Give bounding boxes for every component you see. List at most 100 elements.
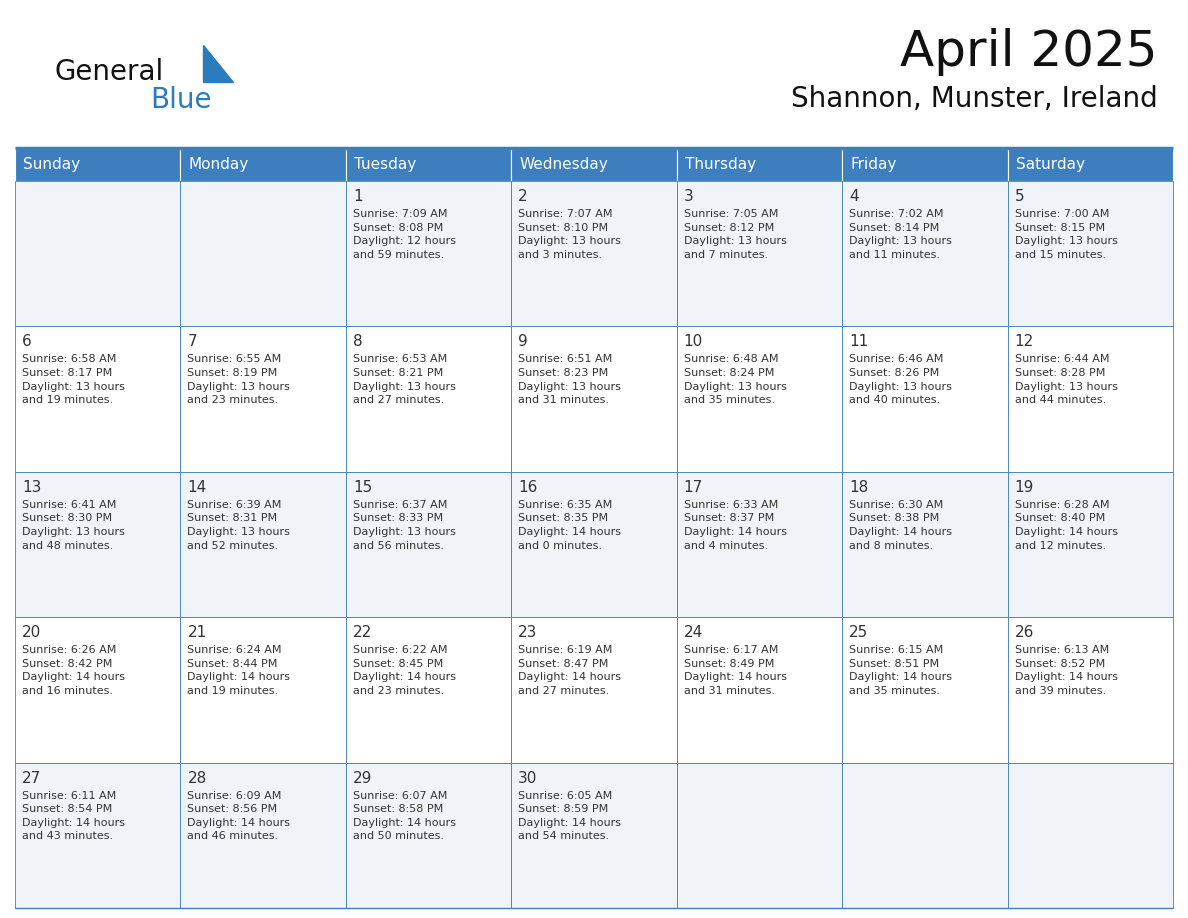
Text: Sunrise: 7:02 AM
Sunset: 8:14 PM
Daylight: 13 hours
and 11 minutes.: Sunrise: 7:02 AM Sunset: 8:14 PM Dayligh… <box>849 209 952 260</box>
Text: April 2025: April 2025 <box>901 28 1158 76</box>
Text: Monday: Monday <box>189 157 248 172</box>
Text: Sunrise: 6:39 AM
Sunset: 8:31 PM
Daylight: 13 hours
and 52 minutes.: Sunrise: 6:39 AM Sunset: 8:31 PM Dayligh… <box>188 499 290 551</box>
Text: 17: 17 <box>684 480 703 495</box>
Text: 24: 24 <box>684 625 703 640</box>
Text: 1: 1 <box>353 189 362 204</box>
Text: 26: 26 <box>1015 625 1034 640</box>
Bar <box>346 327 511 472</box>
Text: Sunrise: 6:55 AM
Sunset: 8:19 PM
Daylight: 13 hours
and 23 minutes.: Sunrise: 6:55 AM Sunset: 8:19 PM Dayligh… <box>188 354 290 405</box>
Text: Sunrise: 6:37 AM
Sunset: 8:33 PM
Daylight: 13 hours
and 56 minutes.: Sunrise: 6:37 AM Sunset: 8:33 PM Dayligh… <box>353 499 456 551</box>
Bar <box>181 148 346 181</box>
Text: Sunrise: 6:46 AM
Sunset: 8:26 PM
Daylight: 13 hours
and 40 minutes.: Sunrise: 6:46 AM Sunset: 8:26 PM Dayligh… <box>849 354 952 405</box>
Text: 14: 14 <box>188 480 207 495</box>
Bar <box>677 617 842 763</box>
Text: Sunrise: 6:28 AM
Sunset: 8:40 PM
Daylight: 14 hours
and 12 minutes.: Sunrise: 6:28 AM Sunset: 8:40 PM Dayligh… <box>1015 499 1118 551</box>
Text: 7: 7 <box>188 334 197 350</box>
Text: 9: 9 <box>518 334 527 350</box>
Bar <box>181 763 346 908</box>
Bar <box>181 472 346 617</box>
Bar <box>511 181 677 327</box>
Bar <box>1007 148 1173 181</box>
Text: Thursday: Thursday <box>684 157 756 172</box>
Text: General: General <box>55 58 164 86</box>
Bar <box>15 617 181 763</box>
Text: Sunrise: 6:30 AM
Sunset: 8:38 PM
Daylight: 14 hours
and 8 minutes.: Sunrise: 6:30 AM Sunset: 8:38 PM Dayligh… <box>849 499 952 551</box>
Text: 29: 29 <box>353 770 372 786</box>
Text: 19: 19 <box>1015 480 1034 495</box>
Text: Saturday: Saturday <box>1016 157 1085 172</box>
Bar <box>346 472 511 617</box>
Bar <box>15 327 181 472</box>
Text: Sunrise: 6:53 AM
Sunset: 8:21 PM
Daylight: 13 hours
and 27 minutes.: Sunrise: 6:53 AM Sunset: 8:21 PM Dayligh… <box>353 354 456 405</box>
Text: 27: 27 <box>23 770 42 786</box>
Bar <box>677 763 842 908</box>
Text: Sunrise: 6:11 AM
Sunset: 8:54 PM
Daylight: 14 hours
and 43 minutes.: Sunrise: 6:11 AM Sunset: 8:54 PM Dayligh… <box>23 790 125 842</box>
Text: Sunrise: 6:22 AM
Sunset: 8:45 PM
Daylight: 14 hours
and 23 minutes.: Sunrise: 6:22 AM Sunset: 8:45 PM Dayligh… <box>353 645 456 696</box>
Bar <box>842 763 1007 908</box>
Text: Sunrise: 7:05 AM
Sunset: 8:12 PM
Daylight: 13 hours
and 7 minutes.: Sunrise: 7:05 AM Sunset: 8:12 PM Dayligh… <box>684 209 786 260</box>
Text: Blue: Blue <box>150 86 211 114</box>
Text: Sunrise: 7:09 AM
Sunset: 8:08 PM
Daylight: 12 hours
and 59 minutes.: Sunrise: 7:09 AM Sunset: 8:08 PM Dayligh… <box>353 209 456 260</box>
Text: 28: 28 <box>188 770 207 786</box>
Bar <box>842 327 1007 472</box>
Text: Sunrise: 6:07 AM
Sunset: 8:58 PM
Daylight: 14 hours
and 50 minutes.: Sunrise: 6:07 AM Sunset: 8:58 PM Dayligh… <box>353 790 456 842</box>
Text: 8: 8 <box>353 334 362 350</box>
Bar <box>15 472 181 617</box>
Text: Sunrise: 6:48 AM
Sunset: 8:24 PM
Daylight: 13 hours
and 35 minutes.: Sunrise: 6:48 AM Sunset: 8:24 PM Dayligh… <box>684 354 786 405</box>
Text: Sunrise: 6:58 AM
Sunset: 8:17 PM
Daylight: 13 hours
and 19 minutes.: Sunrise: 6:58 AM Sunset: 8:17 PM Dayligh… <box>23 354 125 405</box>
Bar <box>181 181 346 327</box>
Bar <box>511 763 677 908</box>
Bar <box>1007 617 1173 763</box>
Bar <box>181 327 346 472</box>
Bar <box>511 617 677 763</box>
Bar <box>1007 327 1173 472</box>
Text: 15: 15 <box>353 480 372 495</box>
Text: 12: 12 <box>1015 334 1034 350</box>
Text: Sunrise: 6:44 AM
Sunset: 8:28 PM
Daylight: 13 hours
and 44 minutes.: Sunrise: 6:44 AM Sunset: 8:28 PM Dayligh… <box>1015 354 1118 405</box>
Text: Sunrise: 7:07 AM
Sunset: 8:10 PM
Daylight: 13 hours
and 3 minutes.: Sunrise: 7:07 AM Sunset: 8:10 PM Dayligh… <box>518 209 621 260</box>
Text: 25: 25 <box>849 625 868 640</box>
Bar <box>842 148 1007 181</box>
Text: 18: 18 <box>849 480 868 495</box>
Text: Shannon, Munster, Ireland: Shannon, Munster, Ireland <box>791 85 1158 113</box>
Bar <box>346 617 511 763</box>
Text: 11: 11 <box>849 334 868 350</box>
Text: 20: 20 <box>23 625 42 640</box>
Text: Sunrise: 6:51 AM
Sunset: 8:23 PM
Daylight: 13 hours
and 31 minutes.: Sunrise: 6:51 AM Sunset: 8:23 PM Dayligh… <box>518 354 621 405</box>
Bar <box>346 763 511 908</box>
Text: Sunrise: 6:26 AM
Sunset: 8:42 PM
Daylight: 14 hours
and 16 minutes.: Sunrise: 6:26 AM Sunset: 8:42 PM Dayligh… <box>23 645 125 696</box>
Bar <box>511 472 677 617</box>
Text: 22: 22 <box>353 625 372 640</box>
Bar <box>677 472 842 617</box>
Bar <box>677 148 842 181</box>
Text: Sunrise: 6:05 AM
Sunset: 8:59 PM
Daylight: 14 hours
and 54 minutes.: Sunrise: 6:05 AM Sunset: 8:59 PM Dayligh… <box>518 790 621 842</box>
Text: 6: 6 <box>23 334 32 350</box>
Text: Sunday: Sunday <box>23 157 80 172</box>
Bar <box>15 148 181 181</box>
Text: Sunrise: 6:13 AM
Sunset: 8:52 PM
Daylight: 14 hours
and 39 minutes.: Sunrise: 6:13 AM Sunset: 8:52 PM Dayligh… <box>1015 645 1118 696</box>
Bar <box>677 327 842 472</box>
Bar <box>15 763 181 908</box>
Text: Sunrise: 6:15 AM
Sunset: 8:51 PM
Daylight: 14 hours
and 35 minutes.: Sunrise: 6:15 AM Sunset: 8:51 PM Dayligh… <box>849 645 952 696</box>
Bar <box>842 181 1007 327</box>
Bar <box>511 148 677 181</box>
Bar <box>1007 181 1173 327</box>
Bar <box>346 148 511 181</box>
Text: Sunrise: 6:17 AM
Sunset: 8:49 PM
Daylight: 14 hours
and 31 minutes.: Sunrise: 6:17 AM Sunset: 8:49 PM Dayligh… <box>684 645 786 696</box>
Bar <box>1007 472 1173 617</box>
Bar <box>181 617 346 763</box>
Text: 16: 16 <box>518 480 538 495</box>
Bar <box>511 327 677 472</box>
Text: Sunrise: 6:24 AM
Sunset: 8:44 PM
Daylight: 14 hours
and 19 minutes.: Sunrise: 6:24 AM Sunset: 8:44 PM Dayligh… <box>188 645 290 696</box>
Text: 10: 10 <box>684 334 703 350</box>
Text: Sunrise: 6:33 AM
Sunset: 8:37 PM
Daylight: 14 hours
and 4 minutes.: Sunrise: 6:33 AM Sunset: 8:37 PM Dayligh… <box>684 499 786 551</box>
Text: 4: 4 <box>849 189 859 204</box>
Text: Sunrise: 6:41 AM
Sunset: 8:30 PM
Daylight: 13 hours
and 48 minutes.: Sunrise: 6:41 AM Sunset: 8:30 PM Dayligh… <box>23 499 125 551</box>
Text: Sunrise: 6:09 AM
Sunset: 8:56 PM
Daylight: 14 hours
and 46 minutes.: Sunrise: 6:09 AM Sunset: 8:56 PM Dayligh… <box>188 790 290 842</box>
Text: 5: 5 <box>1015 189 1024 204</box>
Text: Sunrise: 6:35 AM
Sunset: 8:35 PM
Daylight: 14 hours
and 0 minutes.: Sunrise: 6:35 AM Sunset: 8:35 PM Dayligh… <box>518 499 621 551</box>
Text: Sunrise: 7:00 AM
Sunset: 8:15 PM
Daylight: 13 hours
and 15 minutes.: Sunrise: 7:00 AM Sunset: 8:15 PM Dayligh… <box>1015 209 1118 260</box>
Text: Friday: Friday <box>851 157 897 172</box>
Text: Tuesday: Tuesday <box>354 157 416 172</box>
Bar <box>842 617 1007 763</box>
